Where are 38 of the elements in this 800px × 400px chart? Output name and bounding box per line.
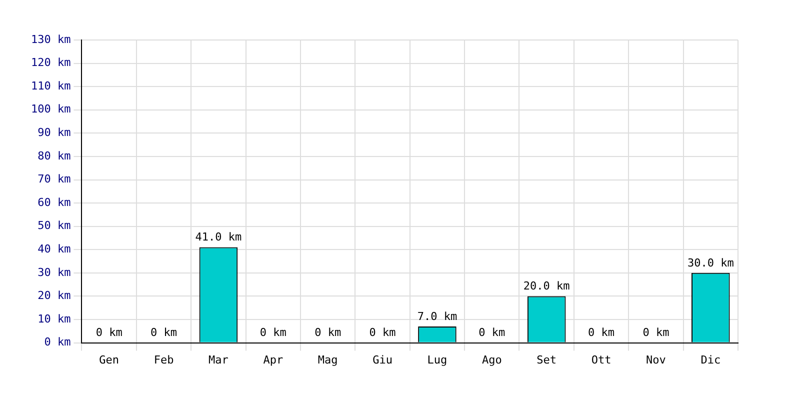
y-tick-label: 100 km — [30, 102, 72, 116]
y-tick-label: 80 km — [38, 149, 72, 162]
data-label: 7.0 km — [417, 310, 458, 323]
y-tick-label: 130 km — [30, 32, 72, 46]
data-label: 0 km — [588, 326, 615, 340]
data-label: 0 km — [314, 326, 342, 340]
y-tick-label: 10 km — [38, 312, 72, 326]
y-tick-label: 0 km — [44, 336, 72, 349]
y-tick-label: 30 km — [38, 266, 72, 279]
data-label: 0 km — [260, 326, 287, 340]
y-tick-label: 40 km — [38, 242, 72, 256]
y-tick-label: 50 km — [38, 219, 72, 232]
data-label: 0 km — [150, 326, 178, 340]
x-tick-label: Ott — [591, 353, 612, 366]
y-tick-label: 20 km — [38, 289, 72, 302]
x-tick-label: Gen — [99, 353, 120, 366]
data-label: 0 km — [642, 326, 670, 340]
x-tick-label: Giu — [372, 353, 392, 366]
data-label: 20.0 km — [523, 280, 570, 293]
x-tick-label: Dic — [700, 353, 721, 366]
x-tick-label: Lug — [427, 353, 448, 366]
x-tick-label: Mar — [208, 353, 229, 366]
x-tick-label: Ago — [482, 353, 502, 366]
x-tick-label: Set — [536, 353, 557, 366]
data-label: 41.0 km — [195, 230, 242, 244]
data-label: 0 km — [96, 326, 123, 340]
x-tick-label: Apr — [263, 353, 284, 366]
y-tick-label: 90 km — [38, 126, 72, 140]
y-tick-label: 120 km — [30, 56, 72, 70]
data-label: 30.0 km — [687, 256, 734, 270]
data-label: 0 km — [369, 326, 396, 340]
x-tick-label: Feb — [154, 353, 174, 366]
y-tick-label: 110 km — [30, 79, 72, 92]
x-tick-label: Nov — [646, 353, 666, 366]
y-tick-label: 60 km — [38, 196, 72, 209]
data-label: 0 km — [478, 326, 506, 340]
x-tick-label: Mag — [318, 353, 338, 366]
y-tick-label: 70 km — [38, 172, 72, 186]
